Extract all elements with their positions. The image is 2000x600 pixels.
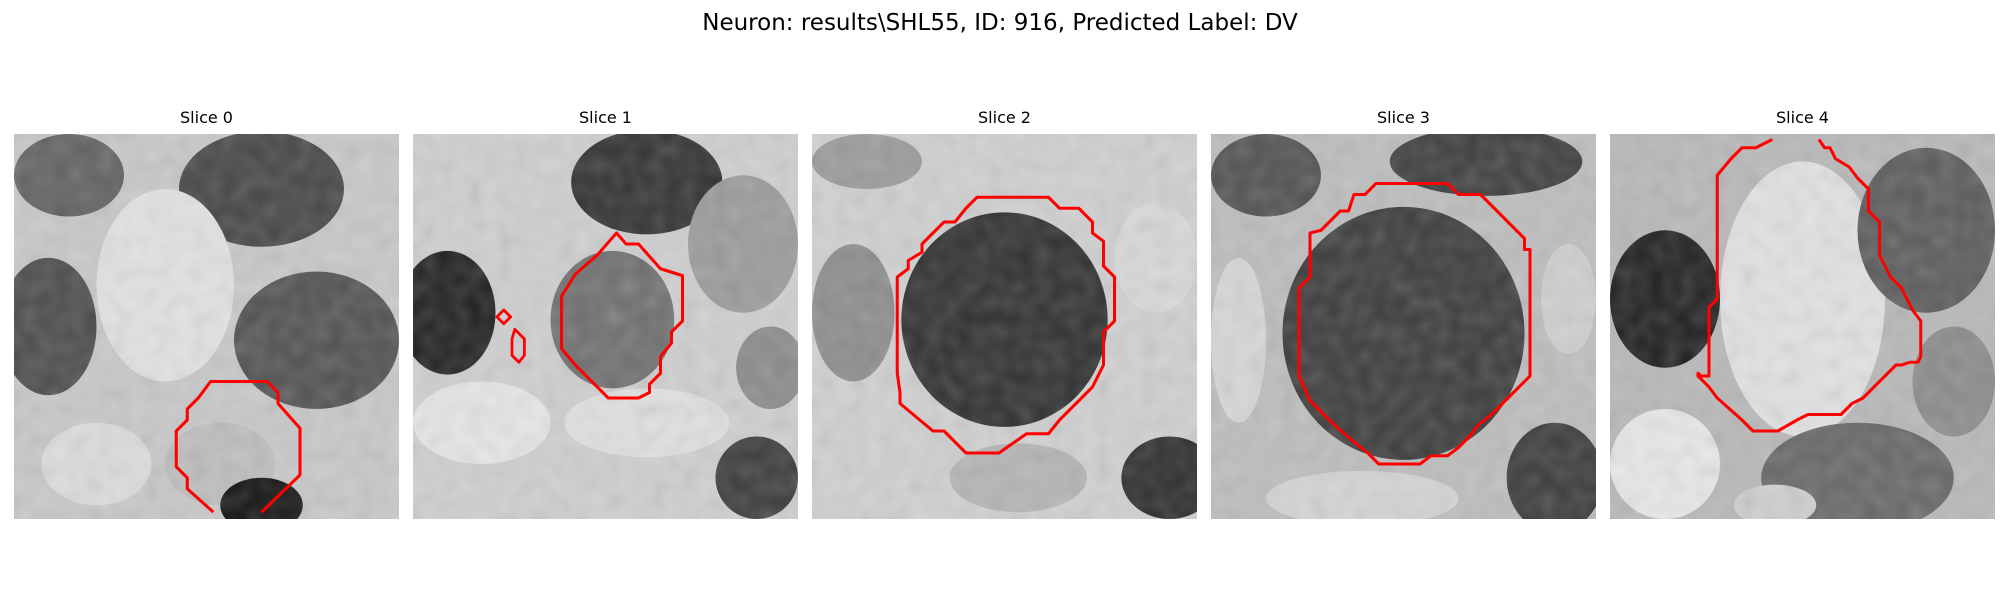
- grayscale-image-with-contour: [812, 134, 1197, 519]
- slice-title: Slice 1: [579, 108, 632, 127]
- grayscale-image-with-contour: [1610, 134, 1995, 519]
- slice-title: Slice 4: [1776, 108, 1829, 127]
- slice-title: Slice 0: [180, 108, 233, 127]
- grayscale-image-with-contour: [413, 134, 798, 519]
- slice-image: [1211, 134, 1596, 519]
- slice-title: Slice 2: [978, 108, 1031, 127]
- slice-image: [413, 134, 798, 519]
- grayscale-image-with-contour: [1211, 134, 1596, 519]
- grayscale-image-with-contour: [14, 134, 399, 519]
- slice-image: [812, 134, 1197, 519]
- slice-image: [14, 134, 399, 519]
- slice-title: Slice 3: [1377, 108, 1430, 127]
- figure-title: Neuron: results\SHL55, ID: 916, Predicte…: [702, 10, 1298, 36]
- slice-image: [1610, 134, 1995, 519]
